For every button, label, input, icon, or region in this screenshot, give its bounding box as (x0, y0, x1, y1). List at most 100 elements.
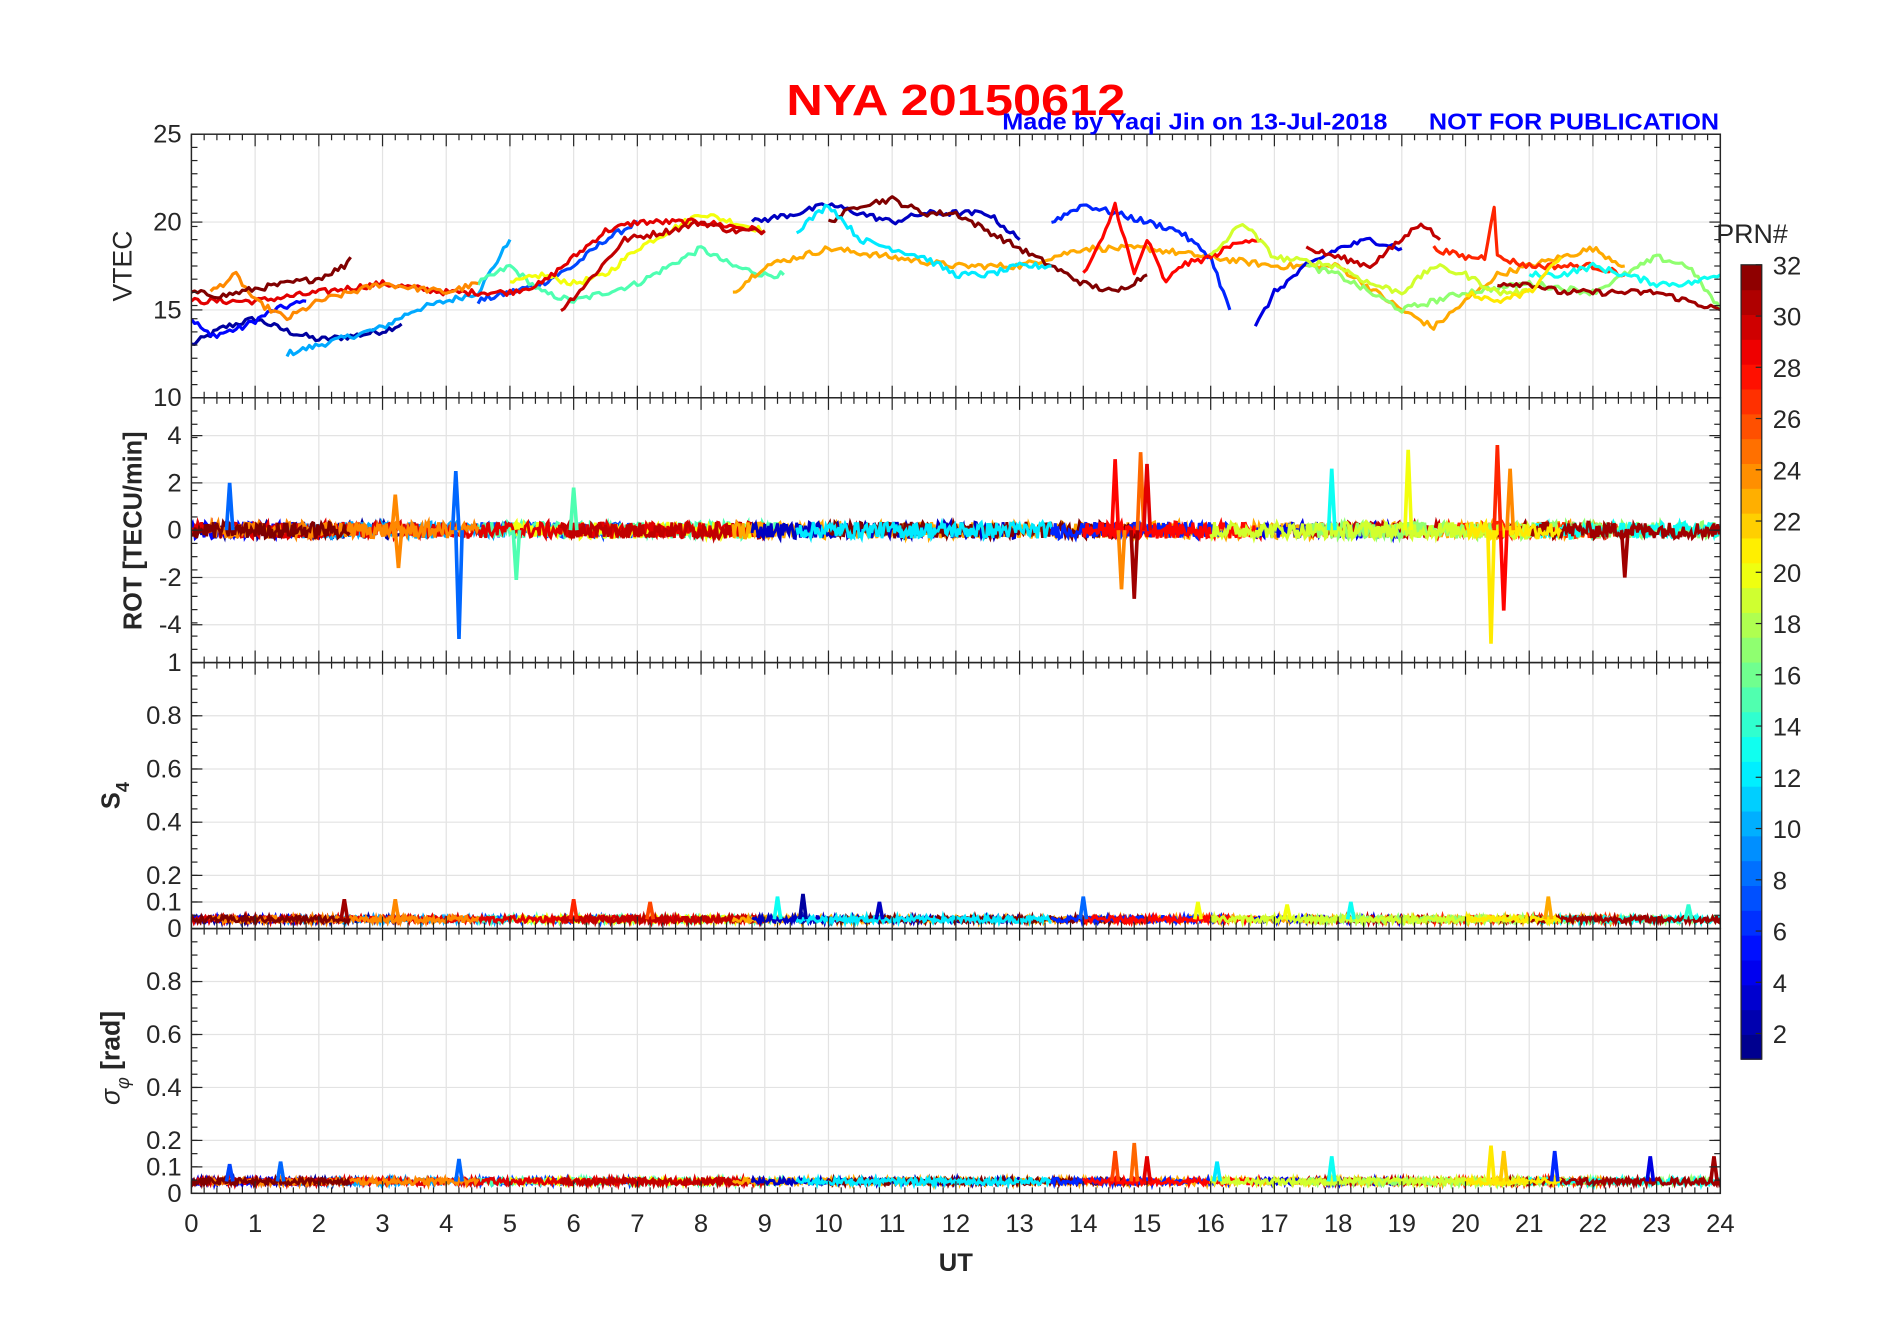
sigma-series-prn-31 (1496, 1173, 1721, 1190)
colorbar-tick-label: 26 (1773, 406, 1801, 434)
colorbar-band (1741, 835, 1762, 862)
x-tick-label: 14 (1069, 1210, 1097, 1238)
s4-spike (1192, 901, 1203, 920)
colorbar-tick-label: 12 (1773, 765, 1801, 793)
vtec-series-prn-20 (509, 213, 766, 287)
s4-ylabel: S4 (97, 781, 133, 809)
vtec-series-prn-30 (1305, 222, 1442, 270)
s4-spike (1683, 904, 1694, 920)
s4-ylabel-main: S (97, 792, 125, 809)
x-tick-label: 18 (1324, 1210, 1352, 1238)
s4-spike (645, 901, 656, 920)
colorbar-band (1741, 736, 1762, 762)
x-tick-label: 16 (1196, 1210, 1224, 1238)
sigma-y-tick-label: 0.8 (146, 968, 182, 996)
x-tick-label: 20 (1451, 1210, 1479, 1238)
colorbar-band (1741, 959, 1762, 986)
colorbar-tick-label: 30 (1773, 304, 1801, 332)
colorbar-tick-label: 4 (1773, 970, 1787, 998)
rot-spike (1110, 459, 1121, 531)
sigma-ylabel: σφ [rad] (95, 1011, 133, 1105)
s4-y-tick-label: 0 (167, 915, 181, 943)
sigma-series-prn-28 (1081, 1173, 1263, 1189)
colorbar-tick-label: 10 (1773, 816, 1801, 844)
colorbar-band (1741, 612, 1762, 638)
colorbar-band (1741, 810, 1762, 837)
sigma-y-tick-label: 0 (167, 1180, 181, 1208)
sigma-spike (1110, 1150, 1121, 1182)
colorbar-band (1741, 711, 1762, 738)
rot-spike (453, 530, 464, 639)
rot-y-tick-label: -2 (159, 564, 182, 592)
colorbar-band (1741, 761, 1762, 787)
colorbar-band (1741, 1009, 1762, 1035)
x-axis-label: UT (939, 1249, 974, 1277)
vtec-series-prn-24 (209, 270, 479, 322)
vtec-series-prn-32 (191, 256, 352, 300)
x-tick-label: 8 (694, 1210, 708, 1238)
vtec-series-prn-32 (827, 195, 1148, 293)
sigma-series-prn-30 (559, 1172, 767, 1191)
vtec-y-tick-label: 25 (153, 121, 181, 149)
s4-spike (1282, 904, 1293, 920)
vtec-series-prn-12 (795, 203, 1052, 280)
colorbar-band (1741, 314, 1762, 340)
s4-spike (390, 899, 401, 920)
vtec-series-prn-30 (560, 219, 766, 312)
x-tick-label: 1 (248, 1210, 262, 1238)
colorbar-tick-label: 22 (1773, 509, 1801, 537)
x-tick-label: 10 (814, 1210, 842, 1238)
rot-spike (1326, 468, 1337, 531)
sigma-spike (1212, 1161, 1223, 1182)
sigma-spike (1708, 1156, 1719, 1182)
colorbar-band (1741, 786, 1762, 812)
rot-spike (1492, 445, 1503, 531)
x-tick-label: 7 (630, 1210, 644, 1238)
sigma-ylabel-unit: [rad] (95, 1011, 125, 1070)
x-tick-label: 4 (439, 1210, 453, 1238)
colorbar-band (1741, 438, 1762, 464)
sigma-ylabel-sub: φ (113, 1077, 133, 1089)
sigma-spike (1326, 1156, 1337, 1182)
sigma-ylabel-main: σ (95, 1088, 125, 1105)
colorbar-band (1741, 364, 1762, 390)
rot-series-prn-28 (1081, 516, 1264, 543)
sigma-spike (1129, 1142, 1140, 1182)
rot-series-prn-12 (795, 517, 1053, 544)
vtec-series-prn-15 (476, 245, 785, 304)
s4-spike (339, 899, 350, 920)
x-tick-label: 0 (184, 1210, 198, 1238)
publication-notice: NOT FOR PUBLICATION (1429, 108, 1719, 134)
credit-text: Made by Yaqi Jin on 13-Jul-2018 (1002, 108, 1387, 134)
vtec-series-prn-4 (1253, 236, 1403, 327)
s4-spike (874, 901, 885, 920)
colorbar-tick-label: 8 (1773, 868, 1787, 896)
colorbar-band (1741, 388, 1762, 415)
colorbar-tick-label: 24 (1773, 458, 1801, 486)
s4-series-prn-30 (559, 910, 766, 928)
vtec-series-prn-19 (1209, 222, 1531, 297)
vtec-y-tick-label: 15 (153, 296, 181, 324)
vtec-series-prn-29 (191, 217, 766, 306)
colorbar-tick-label: 2 (1773, 1021, 1787, 1049)
colorbar-band (1741, 935, 1762, 961)
sigma-spike (1485, 1145, 1497, 1182)
x-tick-label: 17 (1260, 1210, 1288, 1238)
vtec-y-tick-label: 10 (153, 384, 181, 412)
colorbar-band (1741, 339, 1762, 365)
vtec-series-prn-5 (191, 299, 307, 340)
colorbar-band (1741, 413, 1762, 440)
sigma-spike (275, 1161, 286, 1182)
rot-spike (224, 482, 235, 531)
vtec-series-prn-17 (1305, 253, 1721, 314)
rot-spike (1403, 449, 1414, 531)
s4-y-tick-label: 0.1 (146, 889, 182, 917)
colorbar-band (1741, 587, 1762, 613)
s4-spike (772, 896, 783, 920)
s4-spike (1543, 896, 1554, 920)
rot-spike (1619, 530, 1630, 578)
s4-y-tick-label: 0.8 (146, 702, 182, 730)
rot-spike (1505, 468, 1516, 531)
